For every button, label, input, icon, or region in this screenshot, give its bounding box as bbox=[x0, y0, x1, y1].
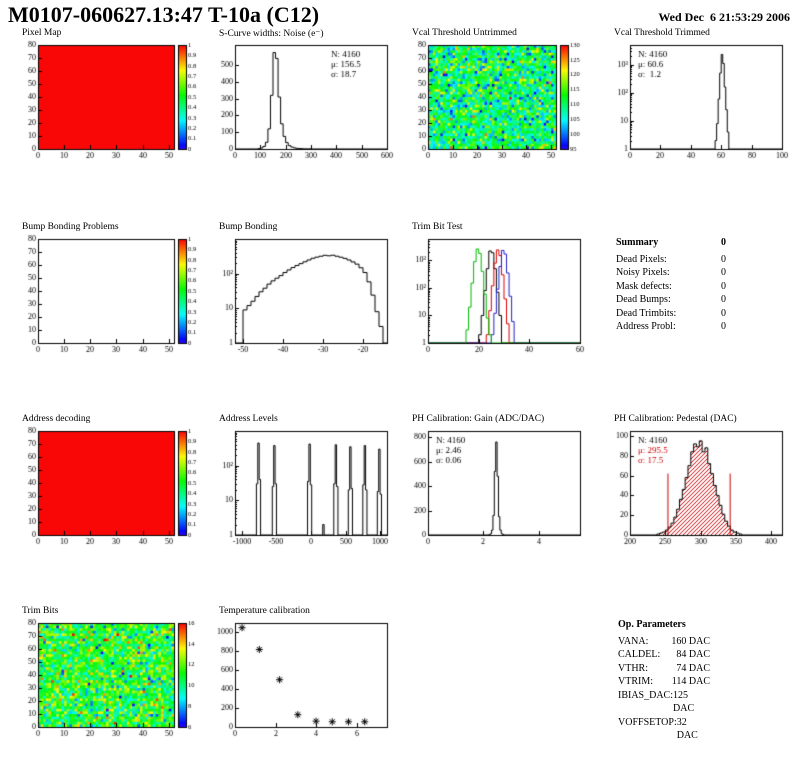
panel-address-levels: Address Levels bbox=[205, 414, 397, 550]
panel-vcal-untrimmed: Vcal Threshold Untrimmed bbox=[398, 28, 590, 164]
summary-value: 0 bbox=[721, 321, 726, 332]
op-parameter-label: VTHR: bbox=[618, 662, 648, 674]
op-parameter-value: 114 DAC bbox=[671, 676, 710, 687]
timestamp: Wed Dec 6 21:53:29 2006 bbox=[658, 10, 790, 24]
op-parameter-row: VOFFSETOP: 32 DAC bbox=[618, 716, 710, 743]
panel-bump-bonding-problems: Bump Bonding Problems bbox=[8, 222, 208, 358]
vcal-untrimmed-chart bbox=[398, 40, 590, 164]
ph-gain-chart bbox=[398, 426, 590, 550]
bump-bonding-problems-chart bbox=[8, 234, 208, 358]
summary-label: Mask defects: bbox=[616, 280, 672, 292]
summary-row: Noisy Pixels: 0 bbox=[616, 266, 726, 280]
panel-vcal-trimmed: Vcal Threshold Trimmed bbox=[600, 28, 792, 164]
chart-title: PH Calibration: Pedestal (DAC) bbox=[614, 414, 737, 424]
chart-title: Pixel Map bbox=[22, 28, 62, 38]
summary-panel: Summary 0 Dead Pixels: 0 Noisy Pixels: 0 M… bbox=[616, 236, 726, 334]
panel-ph-pedestal: PH Calibration: Pedestal (DAC) bbox=[600, 414, 792, 550]
op-parameter-label: VTRIM: bbox=[618, 676, 653, 687]
temperature-calibration-chart bbox=[205, 618, 397, 742]
chart-title: S-Curve widths: Noise (e⁻) bbox=[219, 29, 324, 39]
op-parameter-row: IBIAS_DAC: 125 DAC bbox=[618, 689, 710, 716]
chart-title: Vcal Threshold Untrimmed bbox=[412, 28, 517, 38]
trim-bits-chart bbox=[8, 618, 208, 742]
chart-title: Address Levels bbox=[219, 414, 278, 424]
panel-temperature-calibration: Temperature calibration bbox=[205, 606, 397, 742]
op-parameter-row: VANA: 160 DAC bbox=[618, 635, 710, 649]
chart-title: Bump Bonding bbox=[219, 222, 278, 232]
pixel-map-chart bbox=[8, 40, 208, 164]
chart-title: Address decoding bbox=[22, 414, 91, 424]
summary-label: Noisy Pixels: bbox=[616, 267, 670, 278]
summary-row: Dead Pixels: 0 bbox=[616, 253, 726, 267]
panel-trim-bits: Trim Bits bbox=[8, 606, 208, 742]
op-parameter-value: 160 DAC bbox=[671, 635, 710, 647]
op-parameter-label: CALDEL: bbox=[618, 649, 661, 660]
summary-row: Address Probl: 0 bbox=[616, 320, 726, 334]
chart-title: Trim Bit Test bbox=[412, 222, 463, 232]
panel-address-decoding: Address decoding bbox=[8, 414, 208, 550]
panel-pixel-map: Pixel Map bbox=[8, 28, 208, 164]
summary-label: Address Probl: bbox=[616, 321, 676, 332]
ph-pedestal-chart bbox=[600, 426, 792, 550]
op-parameter-label: VANA: bbox=[618, 635, 649, 647]
panel-trim-bit-test: Trim Bit Test bbox=[398, 222, 590, 358]
op-parameter-row: CALDEL: 84 DAC bbox=[618, 648, 710, 662]
panel-ph-gain: PH Calibration: Gain (ADC/DAC) bbox=[398, 414, 590, 550]
summary-title: Summary bbox=[616, 237, 659, 248]
summary-row: Dead Trimbits: 0 bbox=[616, 307, 726, 321]
op-parameter-row: VTRIM: 114 DAC bbox=[618, 675, 710, 689]
bump-bonding-chart bbox=[205, 234, 397, 358]
summary-row: Dead Bumps: 0 bbox=[616, 293, 726, 307]
panel-scurve-noise: S-Curve widths: Noise (e⁻) bbox=[205, 28, 397, 164]
op-parameter-value: 74 DAC bbox=[676, 662, 710, 674]
chart-title: PH Calibration: Gain (ADC/DAC) bbox=[412, 414, 545, 424]
address-levels-chart bbox=[205, 426, 397, 550]
op-parameter-value: 84 DAC bbox=[676, 649, 710, 660]
summary-label: Dead Pixels: bbox=[616, 253, 667, 265]
address-decoding-chart bbox=[8, 426, 208, 550]
chart-title: Temperature calibration bbox=[219, 606, 310, 616]
summary-value: 0 bbox=[721, 307, 726, 319]
summary-value: 0 bbox=[721, 294, 726, 305]
chart-title: Trim Bits bbox=[22, 606, 59, 616]
page-title: M0107-060627.13:47 T-10a (C12) bbox=[8, 2, 320, 27]
summary-label: Dead Bumps: bbox=[616, 294, 671, 305]
panel-bump-bonding: Bump Bonding bbox=[205, 222, 397, 358]
summary-row: Mask defects: 0 bbox=[616, 280, 726, 294]
summary-value: 0 bbox=[721, 253, 726, 265]
summary-value: 0 bbox=[721, 280, 726, 292]
vcal-trimmed-chart bbox=[600, 40, 792, 164]
summary-total: 0 bbox=[721, 237, 726, 248]
summary-value: 0 bbox=[721, 267, 726, 278]
chart-title: Bump Bonding Problems bbox=[22, 222, 119, 232]
op-parameters-header: Op. Parameters bbox=[618, 618, 710, 632]
chart-title: Vcal Threshold Trimmed bbox=[614, 28, 710, 38]
op-parameter-label: VOFFSETOP: bbox=[618, 716, 677, 728]
op-parameter-label: IBIAS_DAC: bbox=[618, 689, 674, 701]
op-parameter-value: 32 DAC bbox=[676, 716, 698, 742]
summary-label: Dead Trimbits: bbox=[616, 307, 677, 319]
op-parameter-value: 125 DAC bbox=[673, 689, 695, 715]
trim-bit-test-chart bbox=[398, 234, 590, 358]
summary-header: Summary 0 bbox=[616, 236, 726, 250]
scurve-noise-chart bbox=[205, 40, 397, 164]
op-parameter-row: VTHR: 74 DAC bbox=[618, 662, 710, 676]
op-parameters-title: Op. Parameters bbox=[618, 619, 686, 630]
op-parameters-panel: Op. Parameters VANA: 160 DAC CALDEL: 84 DA… bbox=[618, 618, 710, 743]
